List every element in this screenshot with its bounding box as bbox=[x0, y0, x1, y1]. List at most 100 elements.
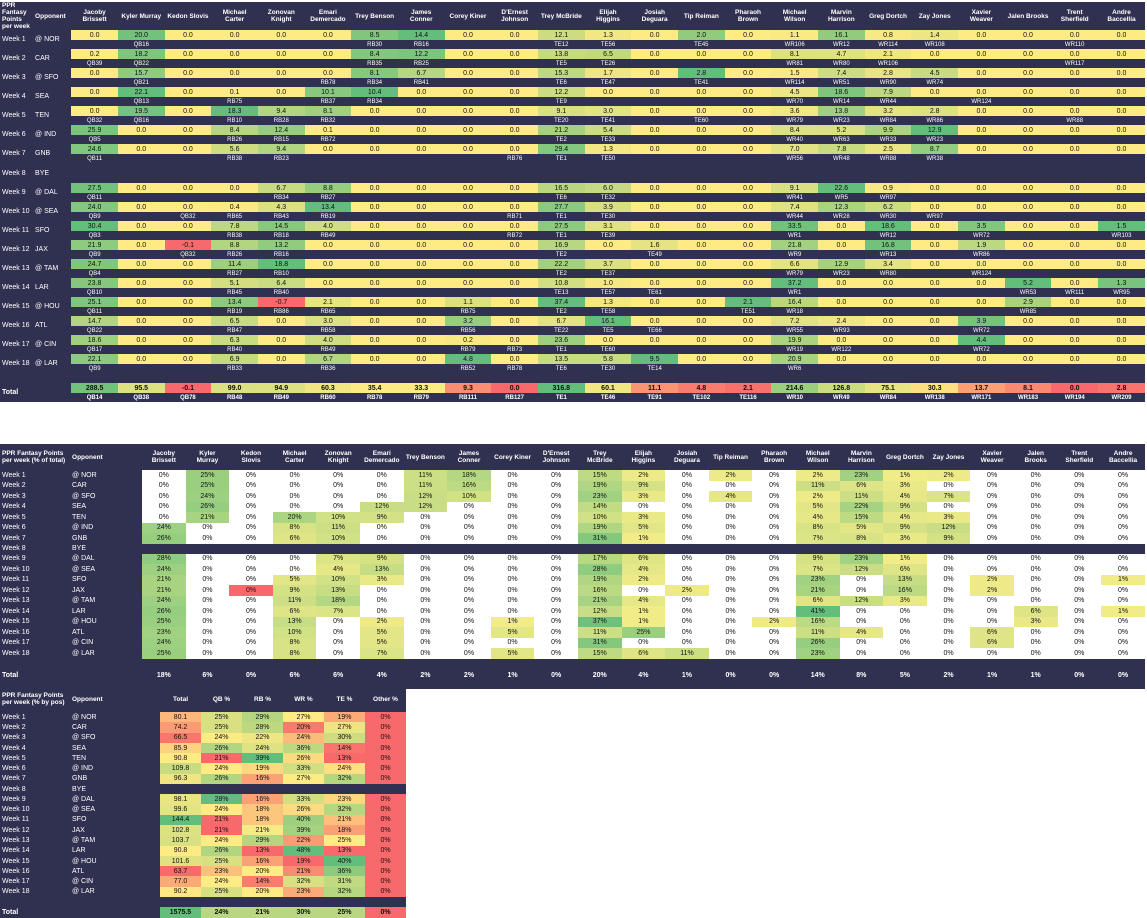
rank-cell bbox=[1004, 154, 1052, 163]
percent-cell: 0% bbox=[333, 628, 344, 636]
position-cell: 36% bbox=[283, 742, 324, 754]
position-cell: 13% bbox=[242, 845, 283, 856]
percent-cell: 9% bbox=[621, 480, 666, 491]
percent-cell: 6% bbox=[1013, 606, 1058, 617]
rank-cell bbox=[491, 250, 538, 259]
opponent: GNB bbox=[70, 773, 160, 785]
points-cell: 1.5 bbox=[1098, 221, 1145, 231]
points-cell: 0.0 bbox=[257, 49, 305, 59]
rank-cell: WR18 bbox=[771, 307, 819, 316]
points-cell: -0.7 bbox=[257, 297, 305, 307]
rank-cell bbox=[1098, 193, 1145, 202]
position-cell: 20% bbox=[242, 886, 283, 898]
percent-cell: 0% bbox=[507, 503, 518, 511]
points-cell: 0.0 bbox=[1098, 106, 1145, 116]
points-cell: 27.5 bbox=[71, 183, 118, 193]
rank-cell: RB73 bbox=[491, 345, 538, 354]
opponent: JAX bbox=[70, 585, 143, 596]
points-cell: 1.1 bbox=[444, 297, 492, 307]
points-cell: 29.4 bbox=[537, 144, 585, 154]
rank-cell: RB30 bbox=[351, 40, 398, 49]
rank-cell bbox=[864, 288, 912, 297]
percent-cell: 25% bbox=[142, 616, 186, 627]
rank-cell bbox=[1098, 212, 1145, 221]
points-cell: 0.0 bbox=[71, 30, 118, 40]
percent-cell: 0% bbox=[463, 618, 475, 626]
rank-cell bbox=[1098, 154, 1145, 163]
rank-cell bbox=[1051, 78, 1099, 87]
rank-row: QB16 RB30 RB16 TE12 TE56 TE45 WR106 WR12 WR114 WR… bbox=[0, 40, 1145, 49]
percent-cell: 0% bbox=[681, 597, 693, 605]
percent-cell: 7% bbox=[360, 648, 404, 659]
rank-cell bbox=[164, 345, 212, 354]
points-cell: 18.6 bbox=[71, 335, 118, 345]
percent-cell: 31% bbox=[577, 637, 622, 648]
percent-cell: 7% bbox=[795, 533, 840, 544]
week-row: Week 1 @ NOR 0% 25% 0% 0% 0% 0% 11% 18% 0% 0% 15% 2% 0… bbox=[0, 470, 1145, 481]
points-cell: 3.0 bbox=[584, 106, 632, 116]
percent-cell: 0% bbox=[638, 586, 649, 594]
percent-cell: 0% bbox=[289, 492, 300, 500]
points-cell: 2.8 bbox=[678, 68, 725, 78]
percent-cell: 0% bbox=[1117, 639, 1129, 647]
points-cell: -0.1 bbox=[164, 240, 212, 250]
percent-cell: 0% bbox=[245, 513, 257, 521]
percent-cell: 5% bbox=[795, 501, 840, 512]
points-cell: 12.4 bbox=[257, 125, 305, 135]
rank-cell bbox=[724, 364, 772, 373]
opponent: CAR bbox=[70, 480, 143, 491]
position-cell: 28% bbox=[242, 722, 283, 733]
points-cell: 0.0 bbox=[1098, 316, 1145, 326]
total-row: Total 288.5 95.5 -0.1 99.0 94.9 60.3 35.4 33.3 9.… bbox=[0, 383, 1145, 402]
rank-row: QB22 RB47 RB58 RB56 TE22 TE5 TE66 WR55 WR93 WR72 bbox=[0, 326, 1145, 335]
rank-cell bbox=[71, 40, 118, 49]
week-row: Week 9 @ DAL 98.1 28% 16% 33% 23% 0% bbox=[0, 794, 406, 805]
percent-cell: 7% bbox=[316, 606, 360, 617]
player-header: Marvin Harrison bbox=[818, 2, 865, 30]
opponent: @ NOR bbox=[70, 712, 160, 723]
points-cell: 4.8 bbox=[444, 354, 492, 364]
points-cell: 0.0 bbox=[1098, 68, 1145, 78]
points-cell: 6.7 bbox=[397, 68, 445, 78]
percent-cell: 11% bbox=[665, 648, 709, 659]
opponent-header: Opponent bbox=[70, 686, 160, 712]
opponent: @ HOU bbox=[70, 616, 143, 627]
points-cell: 21.8 bbox=[771, 240, 819, 250]
rank-cell bbox=[864, 307, 912, 316]
percent-cell: 0% bbox=[1074, 565, 1085, 573]
position-cell: 24% bbox=[201, 763, 242, 774]
points-cell: 0.0 bbox=[117, 221, 165, 231]
total-rank-cell: TE91 bbox=[631, 393, 678, 402]
total-rank-row: QB14 QB38 QB78 RB48 RB49 RB60 RB78 RB79 RB111 RB1… bbox=[0, 393, 1145, 402]
position-cell: 16% bbox=[242, 773, 283, 785]
points-cell: 0.0 bbox=[164, 221, 212, 231]
total-cell: 0% bbox=[534, 670, 578, 681]
percent-cell: 0% bbox=[507, 513, 518, 521]
position-cell: 22% bbox=[283, 835, 324, 846]
points-cell: 1.1 bbox=[771, 30, 819, 40]
rank-cell: WR53 bbox=[1004, 288, 1052, 297]
points-cell: 0.0 bbox=[678, 259, 725, 269]
rank-cell bbox=[724, 231, 772, 240]
points-cell: 0.0 bbox=[1051, 106, 1099, 116]
total-rank-cell: QB38 bbox=[117, 393, 165, 402]
percent-cell: 25% bbox=[185, 470, 230, 481]
points-cell: 0.0 bbox=[164, 297, 212, 307]
rank-cell: WR63 bbox=[818, 135, 865, 144]
rank-cell bbox=[678, 307, 725, 316]
points-cell: 0.0 bbox=[164, 106, 212, 116]
opponent: SFO bbox=[70, 574, 143, 585]
points-cell: 15.7 bbox=[117, 68, 165, 78]
percent-cell: 0% bbox=[769, 513, 780, 521]
player-header: Michael Wilson bbox=[771, 2, 819, 30]
percent-cell: 0% bbox=[681, 503, 693, 511]
points-cell: 0.0 bbox=[351, 144, 398, 154]
points-cell: 0.0 bbox=[491, 183, 538, 193]
position-cell: 40% bbox=[283, 814, 324, 825]
rank-cell bbox=[211, 78, 258, 87]
rank-cell bbox=[911, 97, 959, 106]
rank-cell bbox=[584, 97, 632, 106]
percent-cell: 16% bbox=[795, 616, 840, 627]
percent-cell: 0% bbox=[681, 534, 693, 542]
percent-cell: 0% bbox=[507, 524, 518, 532]
